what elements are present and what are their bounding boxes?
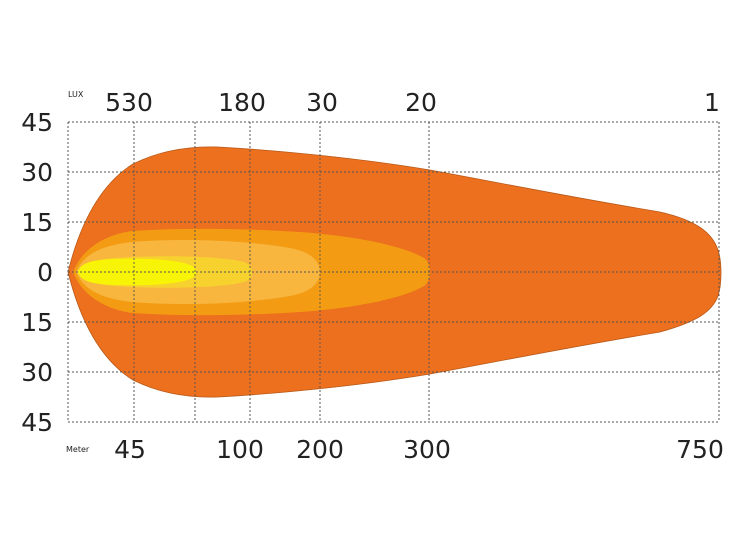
meter-tick-label-1: 100 — [216, 435, 264, 464]
width-tick-label-3: 0 — [37, 258, 53, 287]
meter-tick-labels: 45 100 200 300 750 — [114, 435, 724, 464]
lux-tick-label-2: 30 — [306, 88, 338, 117]
beam-zones — [67, 146, 722, 398]
width-tick-label-2: 15 — [21, 208, 53, 237]
lux-tick-label-0: 530 — [105, 88, 153, 117]
lux-tick-labels: 530 180 30 20 1 — [105, 88, 720, 117]
width-tick-labels: 45 30 15 0 15 30 45 — [21, 108, 53, 437]
width-tick-label-6: 45 — [21, 408, 53, 437]
meter-tick-label-4: 750 — [676, 435, 724, 464]
meter-tick-label-3: 300 — [403, 435, 451, 464]
width-tick-label-0: 45 — [21, 108, 53, 137]
meter-unit-label: Meter — [66, 445, 90, 454]
grid-overlay — [67, 121, 720, 423]
width-tick-label-4: 15 — [21, 308, 53, 337]
lux-tick-label-1: 180 — [218, 88, 266, 117]
meter-tick-label-0: 45 — [114, 435, 146, 464]
width-tick-label-1: 30 — [21, 158, 53, 187]
lux-unit-label: LUX — [68, 90, 84, 99]
width-tick-label-5: 30 — [21, 358, 53, 387]
lux-tick-label-4: 1 — [704, 88, 720, 117]
meter-tick-label-2: 200 — [296, 435, 344, 464]
lux-tick-label-3: 20 — [405, 88, 437, 117]
